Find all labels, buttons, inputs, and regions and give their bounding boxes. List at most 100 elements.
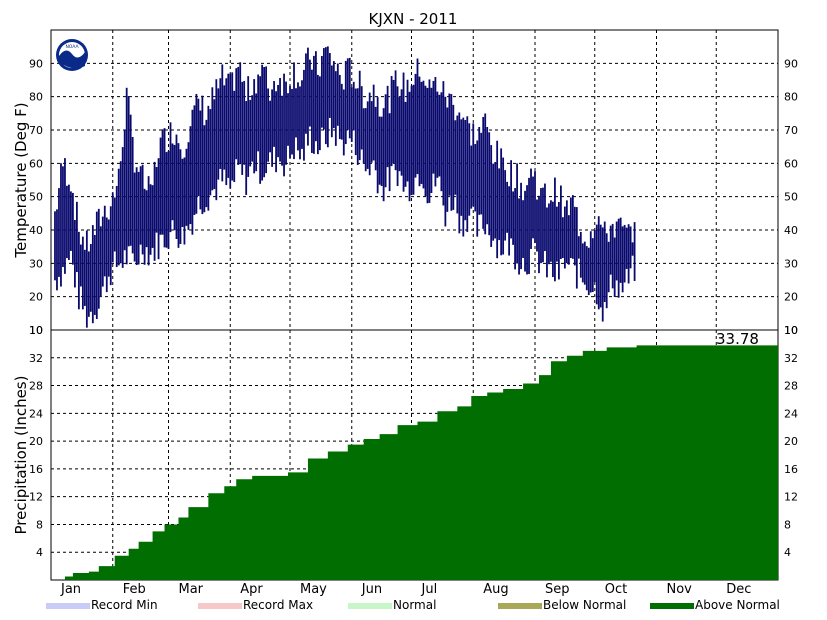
temperature-range-bar: [386, 85, 389, 168]
temperature-tick-label: 10: [784, 324, 798, 337]
temperature-range-bar: [249, 99, 252, 167]
temperature-range-bar: [219, 78, 222, 169]
temperature-range-bar: [334, 71, 337, 146]
temperature-range-bar: [89, 243, 92, 312]
temperature-range-bar: [456, 115, 459, 214]
temperature-range-bar: [159, 137, 162, 235]
temperature-range-bar: [617, 218, 620, 298]
temperature-range-bar: [605, 233, 608, 309]
temperature-range-bar: [115, 185, 118, 268]
temperature-range-bar: [338, 74, 341, 140]
precipitation-tick-label: 16: [784, 463, 798, 476]
temperature-range-bar: [526, 185, 528, 275]
precipitation-tick-label: 4: [784, 546, 791, 559]
temperature-range-bar: [548, 203, 550, 265]
temperature-range-bar: [426, 87, 429, 204]
month-axis: Jan Feb Mar Apr May Jun Jul Aug Sep Oct Nov Dec: [60, 582, 751, 597]
temperature-range-bar: [75, 201, 78, 273]
temperature-range-bar: [127, 96, 130, 247]
temperature-range-bar: [143, 188, 146, 265]
temperature-range-bar: [546, 207, 548, 278]
temperature-range-bar: [595, 224, 598, 305]
temperature-range-bar: [207, 105, 210, 211]
temperature-range-bar: [374, 106, 377, 171]
temperature-range-bar: [384, 94, 387, 188]
temperature-range-bar: [561, 217, 564, 258]
temperature-range-bar: [502, 157, 505, 255]
precipitation-tick-label: 8: [36, 518, 43, 531]
precipitation-tick-label: 24: [784, 407, 798, 420]
temperature-range-bar: [305, 53, 307, 134]
temperature-range-bar: [382, 108, 385, 202]
temperature-tick-label: 90: [29, 57, 43, 70]
temperature-range-bar: [466, 116, 469, 232]
temperature-range-bar: [179, 149, 182, 244]
temperature-range-bar: [267, 88, 270, 162]
temperature-range-bar: [619, 217, 622, 283]
temperature-range-bar: [378, 116, 381, 185]
temperature-range-bar: [559, 185, 562, 260]
temperature-range-bar: [556, 206, 558, 262]
temperature-range-bar: [536, 199, 538, 252]
temperature-range-bar: [364, 108, 367, 172]
temperature-tick-label: 10: [29, 324, 43, 337]
temperature-range-bar: [454, 120, 457, 195]
temperature-range-bar: [275, 91, 277, 173]
temperature-range-bar: [567, 215, 570, 265]
temperature-range-bar: [571, 195, 574, 259]
temperature-range-bar: [161, 129, 164, 235]
legend-label: Record Min: [91, 598, 158, 612]
legend-swatch: [46, 603, 90, 609]
temperature-range-bar: [119, 161, 122, 264]
temperature-range-bar: [263, 67, 266, 178]
temperature-range-bar: [133, 172, 136, 262]
temperature-range-bar: [251, 95, 254, 162]
temperature-range-bar: [330, 65, 333, 138]
legend-swatch: [498, 603, 542, 609]
temperature-range-bar: [615, 221, 618, 281]
temperature-range-bar: [350, 87, 353, 142]
temperature-range-bar: [552, 201, 554, 278]
temperature-range-bar: [534, 171, 536, 244]
temperature-range-bar: [281, 95, 283, 166]
temperature-range-bar: [324, 47, 327, 145]
temperature-range-bar: [197, 98, 200, 197]
month-label: Sep: [545, 582, 570, 597]
temperature-range-bar: [111, 192, 114, 263]
legend-swatch: [198, 603, 242, 609]
month-label: Jul: [421, 582, 438, 597]
temperature-range-bar: [191, 109, 194, 235]
temperature-range-bar: [402, 72, 405, 192]
temperature-range-bar: [625, 227, 628, 269]
month-label: Nov: [667, 582, 693, 597]
temperature-tick-label: 80: [29, 91, 43, 104]
temperature-range-bar: [352, 81, 355, 131]
temperature-range-bar: [400, 89, 403, 176]
temperature-range-bar: [332, 61, 335, 129]
precipitation-tick-label: 28: [29, 380, 43, 393]
temperature-range-bar: [623, 224, 626, 283]
temperature-range-bar: [105, 217, 108, 293]
temperature-range-bar: [394, 70, 397, 171]
precipitation-tick-label: 32: [784, 352, 798, 365]
temperature-range-bar: [213, 99, 216, 190]
temperature-range-bar: [486, 126, 489, 225]
temperature-range-bar: [538, 195, 540, 274]
temperature-range-bar: [444, 96, 447, 227]
temperature-range-bar: [621, 226, 624, 293]
temperature-range-bar: [215, 79, 218, 201]
temperature-range-bar: [167, 150, 170, 249]
legend-label: Below Normal: [543, 598, 626, 612]
temperature-range-bar: [554, 177, 556, 282]
temperature-range-bar: [550, 200, 552, 262]
temperature-range-bar: [591, 238, 594, 293]
temperature-tick-label: 40: [29, 224, 43, 237]
temperature-tick-label: 80: [784, 91, 798, 104]
temperature-range-bar: [520, 182, 522, 270]
temperature-range-bar: [579, 231, 582, 278]
month-label: Oct: [605, 582, 627, 597]
temperature-range-bar: [137, 171, 140, 265]
temperature-range-bar: [285, 81, 287, 165]
temperature-range-bar: [277, 84, 279, 158]
